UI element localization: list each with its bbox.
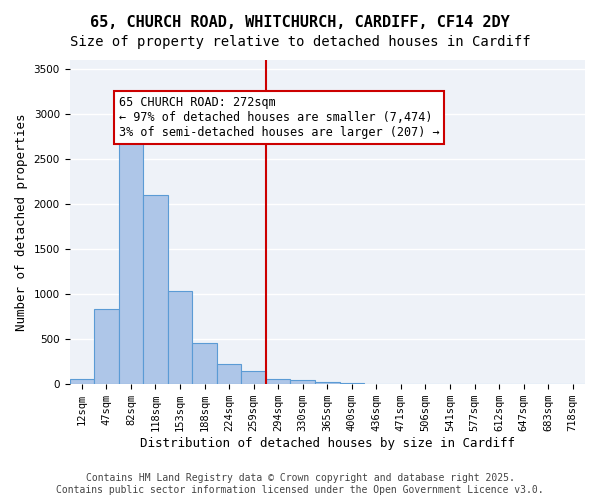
Bar — [241, 370, 266, 384]
Bar — [143, 195, 168, 384]
Bar — [315, 382, 340, 384]
Bar — [266, 379, 290, 384]
Text: Contains HM Land Registry data © Crown copyright and database right 2025.
Contai: Contains HM Land Registry data © Crown c… — [56, 474, 544, 495]
Bar — [290, 380, 315, 384]
Bar — [340, 383, 364, 384]
Bar — [119, 134, 143, 384]
Text: 65 CHURCH ROAD: 272sqm
← 97% of detached houses are smaller (7,474)
3% of semi-d: 65 CHURCH ROAD: 272sqm ← 97% of detached… — [119, 96, 439, 139]
Y-axis label: Number of detached properties: Number of detached properties — [15, 114, 28, 331]
Bar — [70, 380, 94, 384]
Text: 65, CHURCH ROAD, WHITCHURCH, CARDIFF, CF14 2DY: 65, CHURCH ROAD, WHITCHURCH, CARDIFF, CF… — [90, 15, 510, 30]
X-axis label: Distribution of detached houses by size in Cardiff: Distribution of detached houses by size … — [140, 437, 515, 450]
Bar — [168, 292, 192, 384]
Bar — [192, 343, 217, 384]
Bar — [94, 308, 119, 384]
Text: Size of property relative to detached houses in Cardiff: Size of property relative to detached ho… — [70, 35, 530, 49]
Bar — [217, 364, 241, 384]
